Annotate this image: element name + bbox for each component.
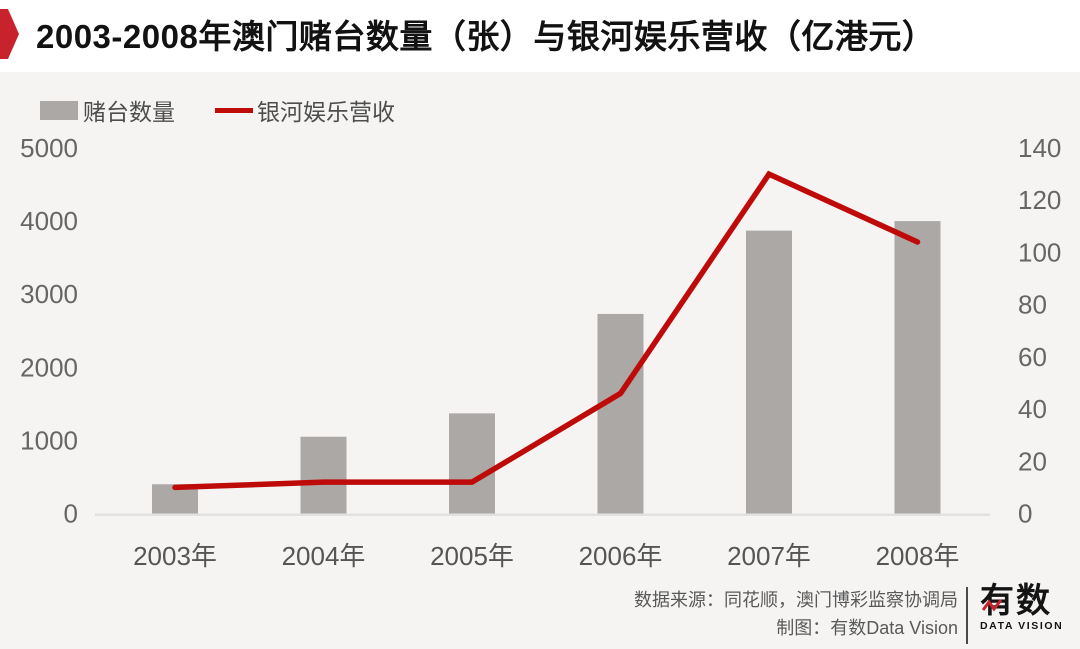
left-axis-tick-label: 4000 (20, 206, 78, 236)
legend-bar-label: 赌台数量 (83, 99, 175, 125)
data-source-text: 数据来源：同花顺，澳门博彩监察协调局 (634, 590, 958, 610)
legend-bar-swatch-icon (40, 100, 78, 120)
left-axis-tick-label: 3000 (20, 279, 78, 309)
right-axis-tick-label: 0 (1018, 499, 1032, 529)
x-axis-category-label: 2004年 (282, 541, 366, 571)
right-axis-tick-label: 20 (1018, 446, 1047, 476)
logo-cn-text: 有数 (980, 582, 1052, 620)
x-axis-category-label: 2006年 (579, 541, 663, 571)
right-axis-tick-label: 80 (1018, 290, 1047, 320)
chart-title: 2003-2008年澳门赌台数量（张）与银河娱乐营收（亿港元） (36, 18, 936, 55)
legend: 赌台数量 银河娱乐营收 (40, 93, 395, 127)
right-axis-tick-label: 120 (1018, 185, 1061, 215)
credit-text: 制图：有数Data Vision (776, 618, 958, 638)
legend-line-swatch-icon (215, 107, 253, 113)
bar-2006年 (597, 313, 644, 514)
right-axis-tick-label: 140 (1018, 133, 1061, 163)
left-axis-tick-label: 0 (64, 499, 78, 529)
left-axis-tick-label: 1000 (20, 425, 78, 455)
revenue-line (172, 170, 921, 491)
right-axis-tick-label: 40 (1018, 394, 1047, 424)
left-axis-tick-label: 5000 (20, 133, 78, 163)
x-axis-category-label: 2005年 (430, 541, 514, 571)
logo-en-text: DATA VISION (980, 620, 1064, 632)
x-axis-category-label: 2007年 (727, 541, 811, 571)
bar-2007年 (746, 230, 792, 514)
bar-2004年 (300, 436, 347, 514)
right-axis-tick-label: 60 (1018, 342, 1047, 372)
datavision-logo: 有数 DATA VISION (980, 582, 1076, 632)
bar-2008年 (894, 221, 941, 514)
x-axis-category-label: 2003年 (133, 541, 217, 571)
title-bar: 2003-2008年澳门赌台数量（张）与银河娱乐营收（亿港元） (0, 0, 1080, 72)
bar-2005年 (449, 413, 495, 514)
logo-zigzag-icon (982, 599, 1003, 612)
legend-line-label: 银河娱乐营收 (257, 99, 395, 125)
right-axis-tick-label: 100 (1018, 237, 1061, 267)
footer-credits: 数据来源：同花顺，澳门博彩监察协调局 制图：有数Data Vision (634, 586, 958, 642)
footer-divider (966, 587, 968, 644)
x-axis-category-label: 2008年 (876, 541, 960, 571)
left-axis-tick-label: 2000 (20, 352, 78, 382)
